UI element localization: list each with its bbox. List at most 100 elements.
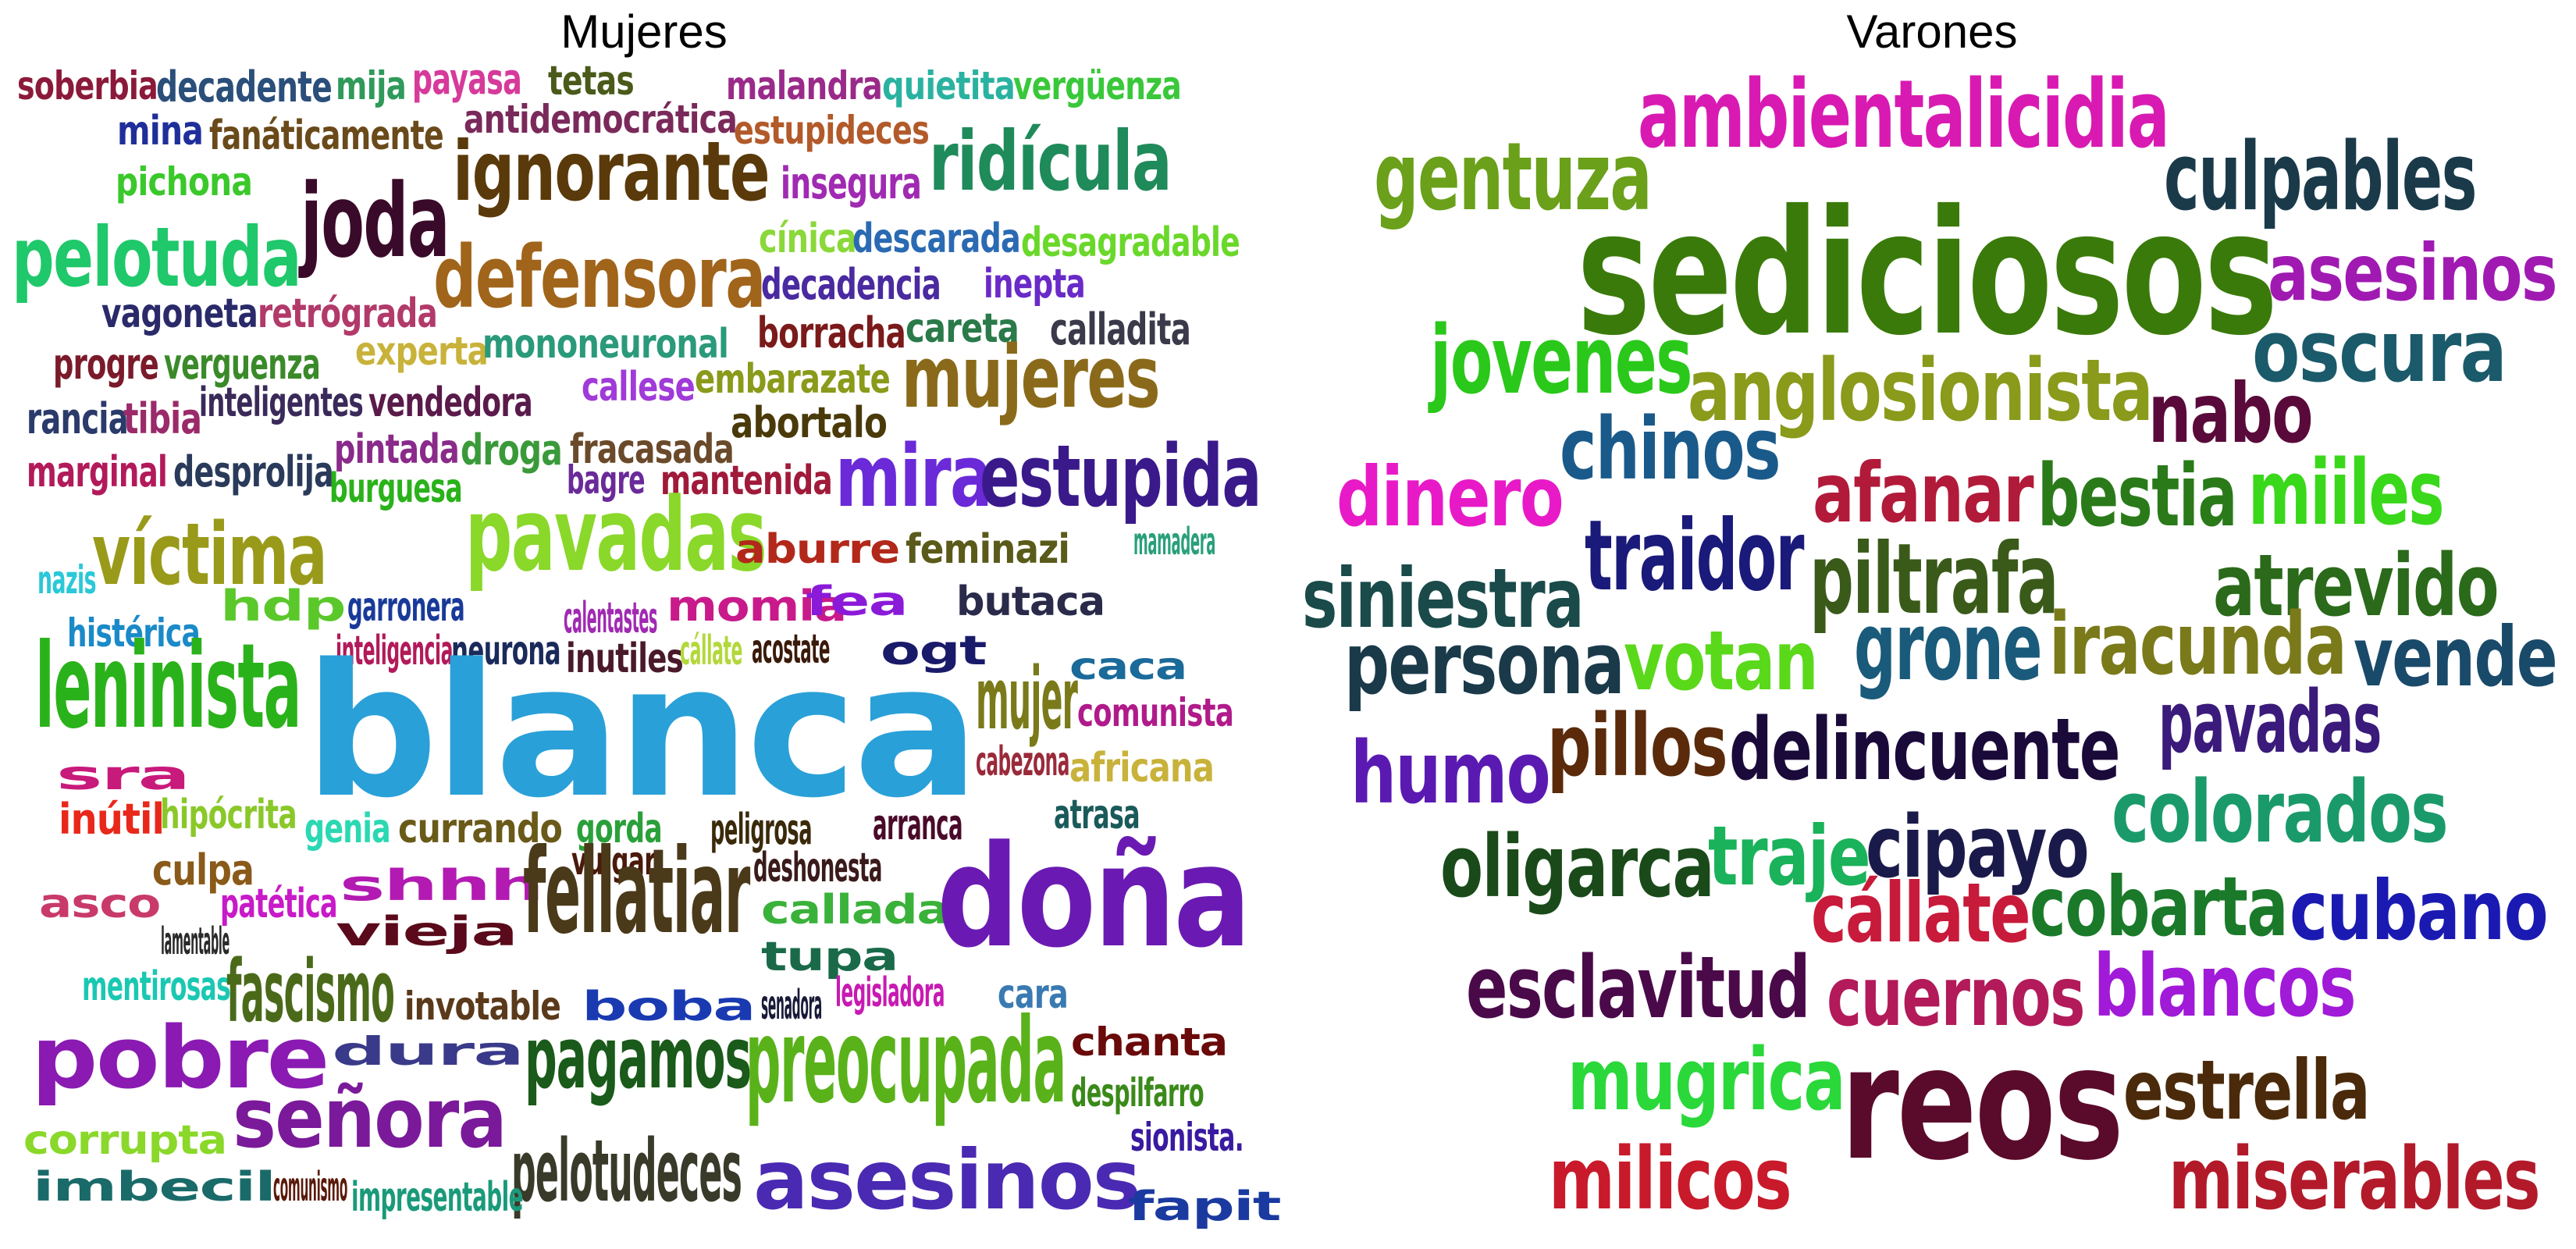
word-mujeres-17: pelotuda bbox=[12, 210, 302, 305]
word-mujeres-83: peligrosa bbox=[710, 805, 813, 854]
word-mujeres-84: arranca bbox=[873, 800, 963, 849]
word-mujeres-110: señora bbox=[233, 1070, 507, 1166]
word-varones-19: votan bbox=[1624, 614, 1819, 709]
word-mujeres-11: estupideces bbox=[734, 108, 930, 153]
word-mujeres-30: verguenza bbox=[164, 340, 321, 389]
word-mujeres-78: inútil bbox=[59, 795, 165, 844]
word-mujeres-103: legisladora bbox=[835, 970, 945, 1016]
word-mujeres-18: cínica bbox=[759, 215, 857, 262]
word-mujeres-93: callada bbox=[761, 887, 949, 934]
word-mujeres-50: víctima bbox=[92, 504, 328, 604]
word-mujeres-19: descarada bbox=[852, 215, 1021, 262]
word-mujeres-23: inepta bbox=[984, 261, 1086, 308]
word-varones-6: anglosionista bbox=[1688, 340, 2154, 440]
word-varones-33: cubano bbox=[2290, 863, 2549, 959]
word-mujeres-91: patética bbox=[220, 881, 338, 927]
word-mujeres-74: comunista bbox=[1077, 690, 1234, 735]
word-mujeres-96: vieja bbox=[336, 909, 518, 955]
word-mujeres-112: corrupta bbox=[23, 1117, 227, 1164]
word-mujeres-105: pobre bbox=[31, 1008, 329, 1108]
word-mujeres-54: feminazi bbox=[906, 526, 1070, 573]
word-mujeres-69: ogt bbox=[881, 628, 987, 674]
word-varones-0: ambientalicidia bbox=[1638, 61, 2170, 169]
word-varones-32: cobarta bbox=[2030, 859, 2289, 955]
word-mujeres-102: senadora bbox=[761, 982, 822, 1029]
word-mujeres-53: aburre bbox=[735, 526, 900, 573]
word-mujeres-75: sra bbox=[56, 753, 190, 799]
word-mujeres-72: blanca bbox=[304, 625, 980, 838]
word-mujeres-82: gorda bbox=[576, 806, 663, 852]
word-mujeres-108: preocupada bbox=[745, 994, 1066, 1130]
word-mujeres-88: vulgar bbox=[571, 838, 656, 884]
word-varones-11: afanar bbox=[1813, 446, 2034, 541]
panel-title-mujeres: Mujeres bbox=[560, 5, 728, 58]
word-mujeres-97: tupa bbox=[761, 934, 898, 980]
word-varones-38: reos bbox=[1841, 1013, 2124, 1195]
word-mujeres-77: africana bbox=[1069, 745, 1215, 792]
word-mujeres-33: mujeres bbox=[902, 327, 1161, 427]
word-mujeres-7: vergüenza bbox=[1013, 63, 1182, 109]
word-mujeres-45: droga bbox=[461, 425, 563, 475]
word-varones-26: delincuente bbox=[1729, 699, 2121, 799]
word-mujeres-52: pavadas bbox=[465, 475, 767, 594]
word-mujeres-58: garronera bbox=[347, 584, 465, 631]
word-mujeres-29: progre bbox=[53, 340, 159, 389]
word-mujeres-64: inteligencia bbox=[336, 628, 453, 674]
word-mujeres-98: mentirosas bbox=[82, 963, 231, 1010]
word-mujeres-76: cabezona bbox=[976, 738, 1069, 785]
word-mujeres-27: careta bbox=[906, 305, 1019, 352]
word-mujeres-81: currando bbox=[398, 806, 563, 852]
word-mujeres-25: retrógrada bbox=[258, 290, 438, 337]
word-mujeres-62: butaca bbox=[956, 578, 1105, 625]
word-varones-5: jovenes bbox=[1430, 307, 1693, 415]
word-mujeres-117: comunismo bbox=[273, 1164, 347, 1211]
word-varones-4: asesinos bbox=[2268, 227, 2558, 318]
word-mujeres-73: mujer bbox=[976, 649, 1078, 749]
word-mujeres-35: tibia bbox=[123, 394, 202, 443]
word-mujeres-38: callese bbox=[582, 364, 696, 411]
word-mujeres-13: ignorante bbox=[453, 124, 770, 219]
word-varones-20: grone bbox=[1854, 593, 2043, 702]
word-mujeres-51: burguesa bbox=[329, 465, 463, 512]
word-mujeres-94: doña bbox=[937, 816, 1251, 979]
word-mujeres-104: cara bbox=[998, 971, 1069, 1018]
word-mujeres-20: desagradable bbox=[1021, 219, 1240, 266]
word-mujeres-111: despilfarro bbox=[1071, 1070, 1204, 1116]
word-varones-12: bestia bbox=[2037, 446, 2238, 546]
word-mujeres-44: pintada bbox=[334, 426, 460, 473]
word-mujeres-99: fascismo bbox=[226, 941, 395, 1041]
word-mujeres-9: fanáticamente bbox=[209, 112, 444, 159]
word-mujeres-59: calentastes bbox=[564, 593, 657, 642]
word-mujeres-56: nazis bbox=[37, 557, 97, 603]
panel-title-varones: Varones bbox=[1846, 5, 2018, 58]
word-mujeres-42: marginal bbox=[27, 447, 168, 496]
word-varones-27: colorados bbox=[2112, 762, 2449, 862]
word-mujeres-40: fracasada bbox=[570, 426, 735, 473]
word-mujeres-68: acostate bbox=[752, 626, 830, 673]
word-varones-30: cipayo bbox=[1866, 797, 2090, 897]
word-varones-25: pillos bbox=[1547, 696, 1728, 795]
word-mujeres-116: imbecil bbox=[33, 1164, 276, 1211]
word-mujeres-119: fapit bbox=[1128, 1183, 1282, 1230]
word-mujeres-21: defensora bbox=[433, 227, 767, 327]
word-mujeres-85: atrasa bbox=[1054, 792, 1140, 838]
word-mujeres-0: soberbia bbox=[17, 63, 158, 109]
word-mujeres-34: rancia bbox=[27, 394, 129, 443]
word-mujeres-100: invotable bbox=[404, 984, 561, 1029]
word-mujeres-90: asco bbox=[39, 881, 161, 927]
word-varones-18: persona bbox=[1344, 614, 1625, 713]
word-mujeres-3: payasa bbox=[412, 55, 522, 104]
word-varones-39: estrella bbox=[2123, 1043, 2371, 1138]
word-mujeres-95: lamentable bbox=[161, 920, 229, 963]
word-mujeres-118: impresentable bbox=[351, 1174, 524, 1221]
word-varones-17: atrevido bbox=[2213, 536, 2500, 635]
word-mujeres-113: sionista. bbox=[1130, 1115, 1244, 1160]
word-mujeres-15: joda bbox=[301, 162, 450, 280]
word-varones-7: oscura bbox=[2252, 301, 2507, 401]
word-varones-37: mugrica bbox=[1567, 1030, 1846, 1130]
word-mujeres-12: pichona bbox=[116, 159, 253, 205]
word-mujeres-1: decadente bbox=[156, 62, 333, 112]
